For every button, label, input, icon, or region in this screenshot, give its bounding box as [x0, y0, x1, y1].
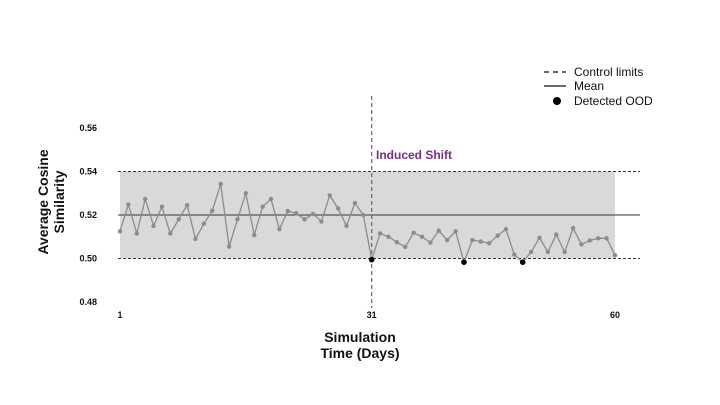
data-point	[285, 208, 290, 214]
ood-point	[461, 259, 467, 265]
detected-ood-points	[368, 256, 526, 265]
data-point	[570, 225, 576, 231]
data-point	[377, 231, 383, 236]
data-point	[193, 236, 198, 242]
y-axis-title-line-2: Similarity	[51, 170, 67, 233]
data-point	[428, 240, 433, 245]
data-point	[142, 196, 148, 202]
data-point	[260, 204, 265, 209]
data-point	[210, 208, 215, 213]
data-point	[352, 200, 358, 206]
data-point	[201, 221, 207, 226]
data-point	[486, 241, 492, 246]
data-point	[470, 237, 475, 243]
data-point	[168, 231, 173, 236]
x-axis-title-line-2: Time (Days)	[320, 345, 399, 361]
y-tick-label: 0.52	[79, 210, 97, 220]
data-point	[243, 191, 249, 196]
data-point	[596, 236, 601, 241]
shift-label: Induced Shift	[376, 148, 452, 162]
ood-point	[519, 259, 526, 265]
data-point	[579, 242, 584, 247]
series-line	[119, 183, 616, 265]
data-point	[268, 196, 274, 202]
y-tick-label: 0.48	[79, 297, 97, 307]
data-point	[361, 212, 366, 218]
data-point	[235, 217, 240, 222]
data-point	[310, 211, 316, 217]
data-point	[587, 238, 593, 243]
legend-detected-ood-label: Detected OOD	[574, 94, 653, 108]
data-point	[604, 236, 609, 241]
legend-control-limits-label: Control limits	[574, 65, 643, 79]
data-point	[554, 232, 559, 237]
data-point	[445, 237, 450, 243]
data-point	[117, 229, 123, 234]
data-point	[134, 231, 139, 236]
y-axis-title: Average Cosine Similarity	[35, 149, 67, 255]
y-tick-labels: 0.56 0.54 0.52 0.50 0.48	[79, 123, 97, 307]
data-point	[411, 230, 416, 236]
data-point	[403, 244, 408, 250]
reference-lines	[118, 171, 640, 259]
x-tick-label: 31	[367, 310, 377, 320]
data-point	[319, 219, 324, 224]
data-point	[562, 249, 567, 255]
y-tick-label: 0.54	[79, 167, 97, 177]
data-point	[277, 226, 282, 232]
x-tick-label: 60	[610, 310, 620, 320]
ood-point	[368, 256, 375, 263]
data-point	[512, 252, 517, 257]
data-point	[612, 253, 618, 258]
y-tick-label: 0.50	[79, 254, 97, 264]
x-tick-label: 1	[117, 310, 122, 320]
data-point	[218, 181, 223, 187]
data-point	[159, 204, 165, 209]
data-point	[495, 233, 500, 238]
data-point	[453, 229, 458, 234]
data-point	[436, 228, 442, 233]
data-point	[226, 244, 232, 249]
data-point	[528, 249, 534, 255]
data-point	[503, 226, 509, 232]
legend-mean-label: Mean	[574, 79, 604, 93]
data-point	[394, 239, 400, 245]
data-point	[545, 249, 551, 255]
data-point	[302, 217, 307, 222]
data-point	[537, 235, 542, 241]
y-tick-label: 0.56	[79, 123, 97, 133]
data-point	[184, 203, 190, 208]
data-point	[327, 193, 332, 198]
y-axis-title-line-1: Average Cosine	[35, 149, 51, 255]
data-point	[386, 234, 391, 239]
legend-detected-ood-swatch	[553, 97, 561, 105]
x-axis-title: Simulation Time (Days)	[320, 329, 399, 361]
x-tick-labels: 1 31 60	[117, 310, 620, 320]
similarity-series	[117, 181, 618, 265]
data-point	[335, 206, 341, 211]
x-axis-title-line-1: Simulation	[324, 329, 396, 345]
data-point	[252, 232, 257, 238]
legend: Control limits Mean Detected OOD	[544, 65, 653, 108]
data-point	[478, 239, 483, 244]
data-point	[419, 234, 425, 239]
data-point	[126, 202, 131, 207]
data-point	[293, 211, 299, 216]
data-point	[176, 217, 181, 222]
data-point	[344, 223, 349, 229]
data-point	[151, 223, 156, 229]
